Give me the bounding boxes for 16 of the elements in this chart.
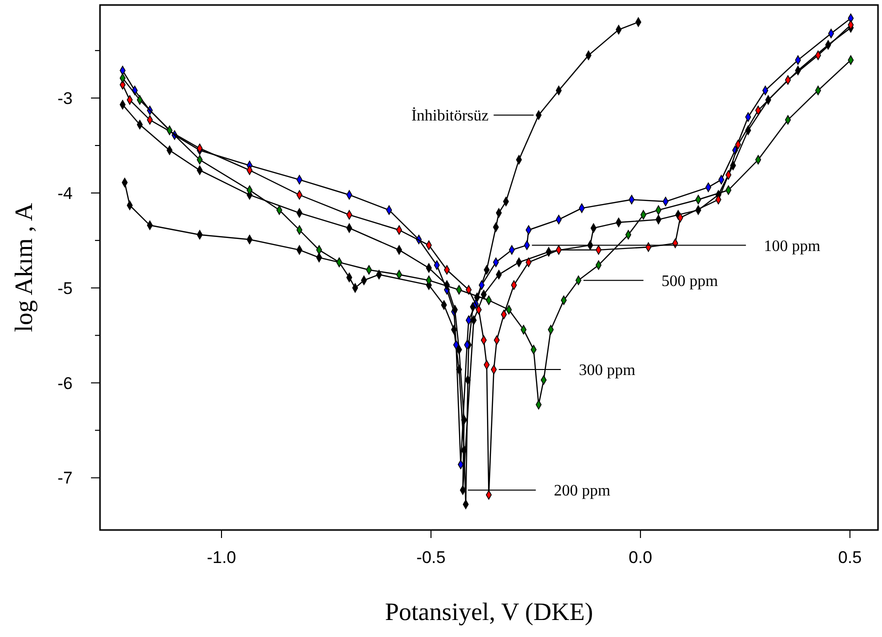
legend-label: 500 ppm (661, 272, 718, 290)
legend-label: 300 ppm (578, 362, 636, 380)
x-tick-label: 0.5 (838, 548, 862, 567)
y-tick-label: -7 (57, 468, 73, 488)
y-axis-title: log Akım , A (11, 202, 38, 332)
text: 100 ppm (764, 238, 821, 255)
x-tick-label: -0.5 (416, 548, 446, 567)
y-tick-label: -3 (57, 88, 73, 108)
x-tick-label: 0.0 (628, 548, 652, 567)
x-tick-label: -1.0 (206, 548, 236, 567)
x-axis-title: Potansiyel, V (DKE) (384, 599, 594, 626)
text: İnhibitörsüz (411, 106, 489, 125)
y-tick-label: -5 (57, 278, 73, 298)
legend-label: 200 ppm (554, 482, 611, 500)
y-tick-label: -6 (57, 374, 73, 393)
y-tick-label: -4 (57, 184, 73, 203)
